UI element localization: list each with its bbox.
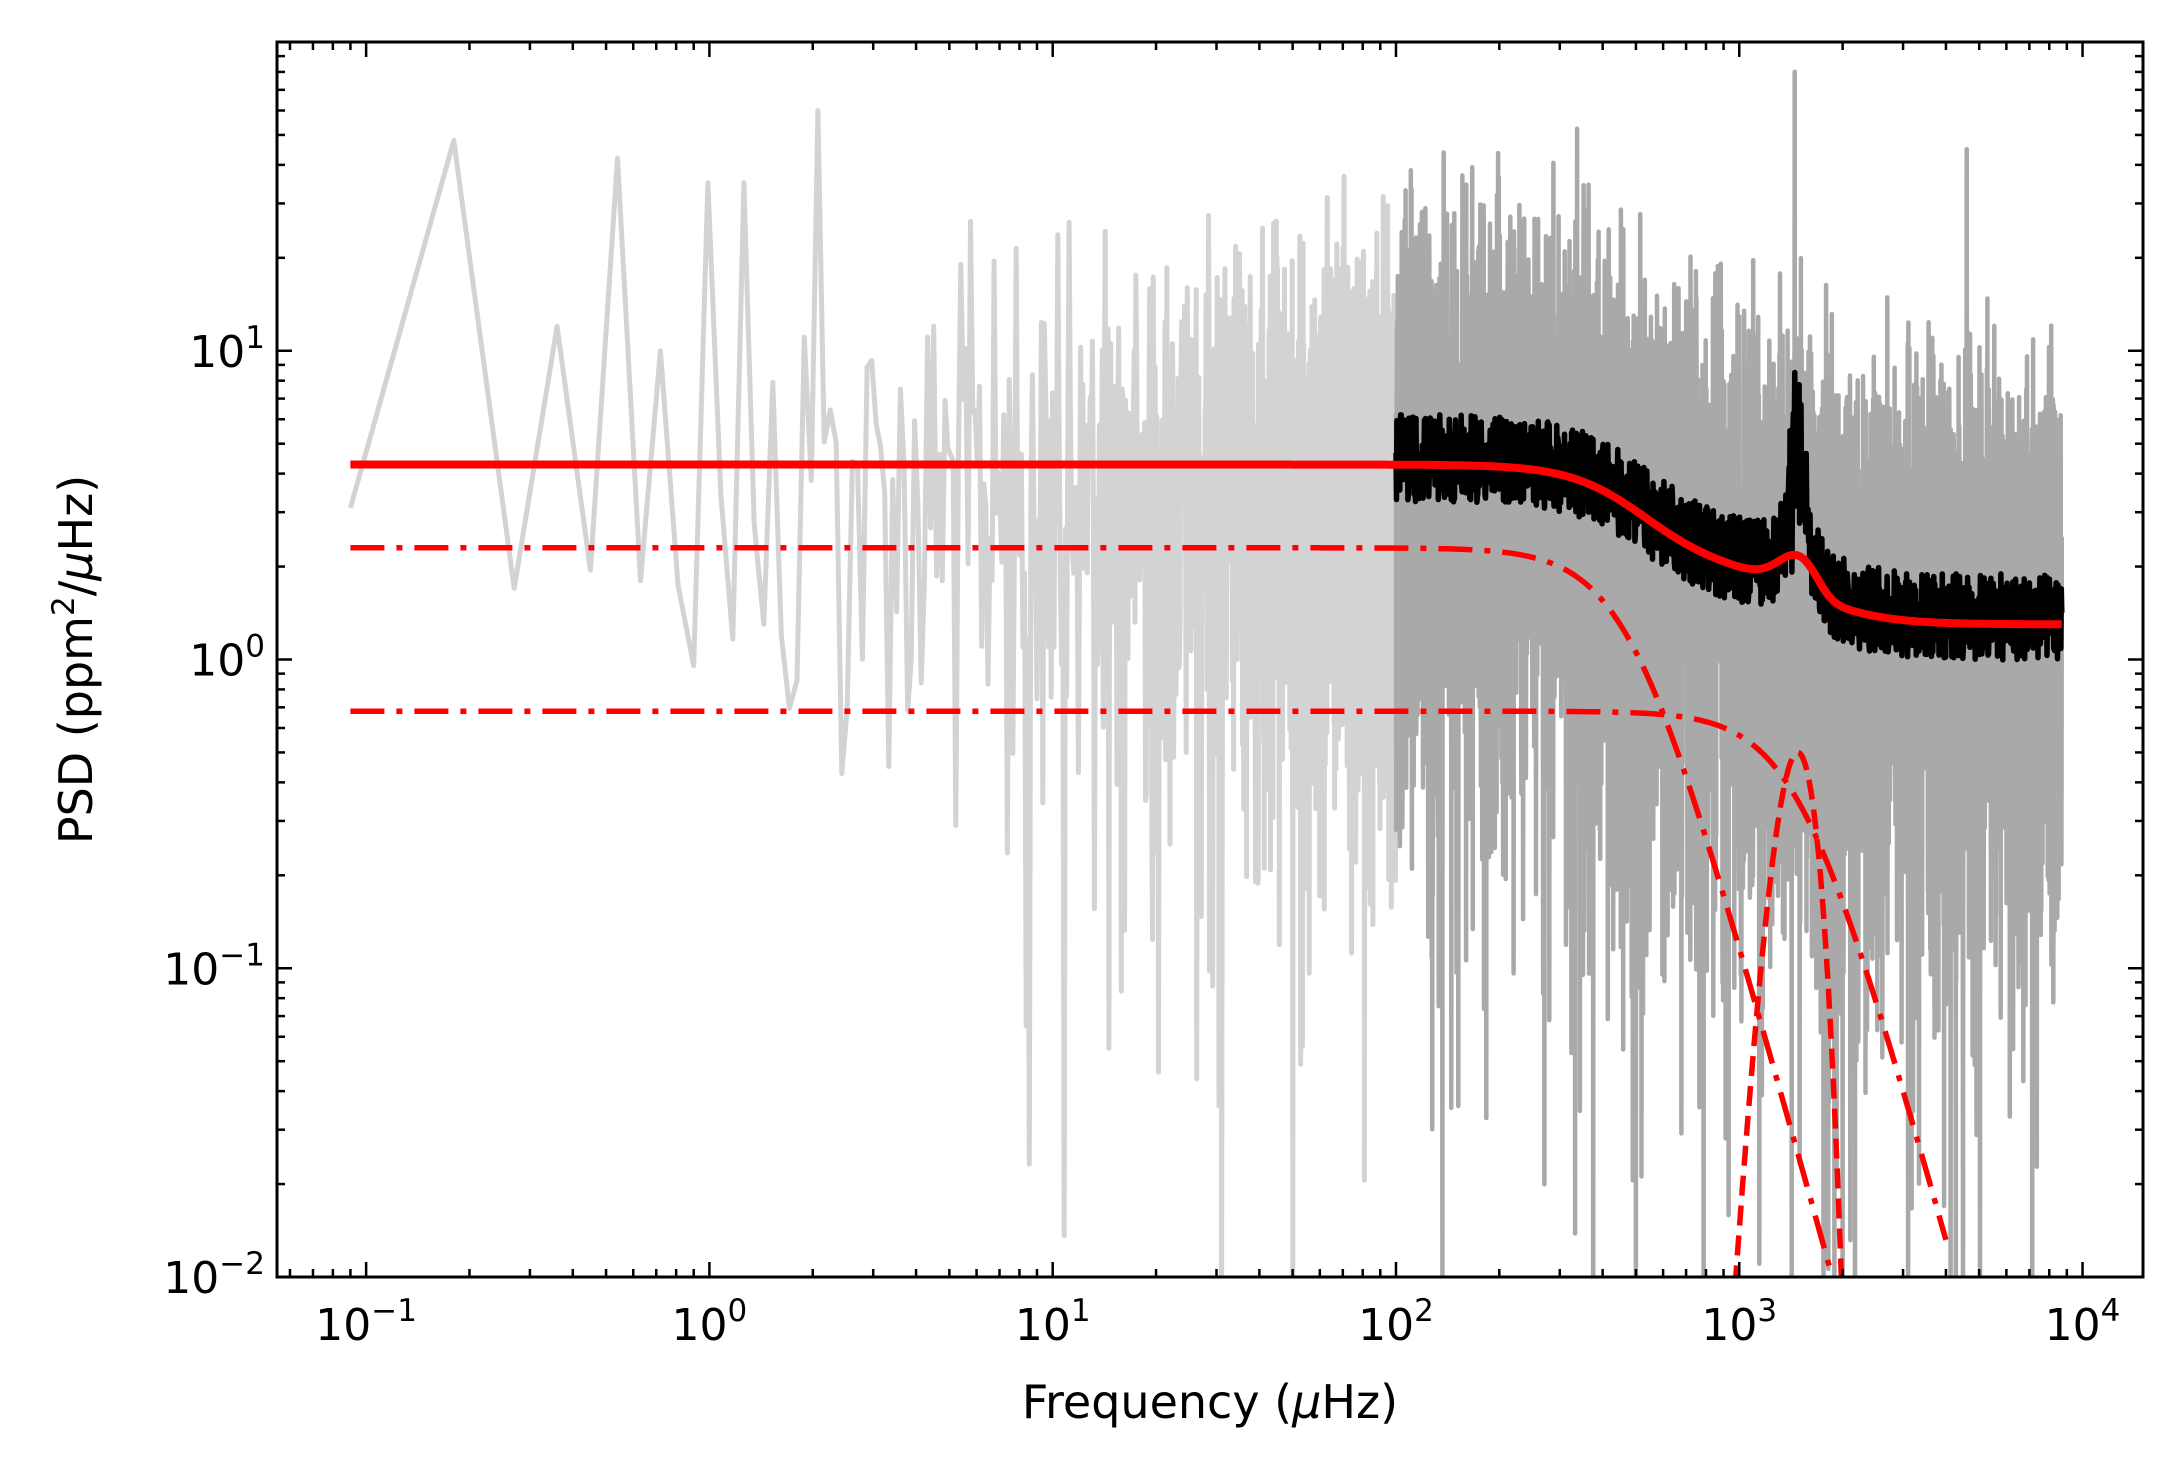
x-tick-label: 100 — [672, 1293, 748, 1351]
raw-spectrum-line — [1393, 69, 2065, 1277]
x-tick-label: 104 — [2045, 1293, 2121, 1351]
granulation-1-curve — [350, 545, 1836, 1277]
x-tick-label: 101 — [1015, 1293, 1091, 1351]
x-tick-label: 10−1 — [315, 1293, 417, 1351]
y-tick-label: 101 — [189, 320, 265, 378]
granulation-2-curve — [350, 708, 1949, 1241]
y-axis-title: PSD (ppm2/μHz) — [46, 475, 103, 844]
y-tick-label: 10−2 — [163, 1246, 265, 1304]
oscillation-excess-curve — [1733, 749, 1845, 1277]
x-axis-title: Frequency (μHz) — [1022, 1375, 1398, 1429]
smoothed-spectrum-line — [1393, 369, 2065, 663]
y-tick-label: 10−1 — [163, 937, 265, 995]
series-layer — [347, 69, 2065, 1277]
y-tick-label: 100 — [189, 629, 265, 687]
total-model-curve — [348, 460, 2064, 629]
axis-ticks — [277, 40, 2143, 1279]
x-tick-label: 102 — [1358, 1293, 1434, 1351]
tick-labels: 10−1 100 101 102 103 104 10−2 10−1 100 101 — [163, 320, 2120, 1351]
x-tick-label: 103 — [1701, 1293, 1777, 1351]
raw-spectrum-low-line — [347, 108, 1399, 1277]
